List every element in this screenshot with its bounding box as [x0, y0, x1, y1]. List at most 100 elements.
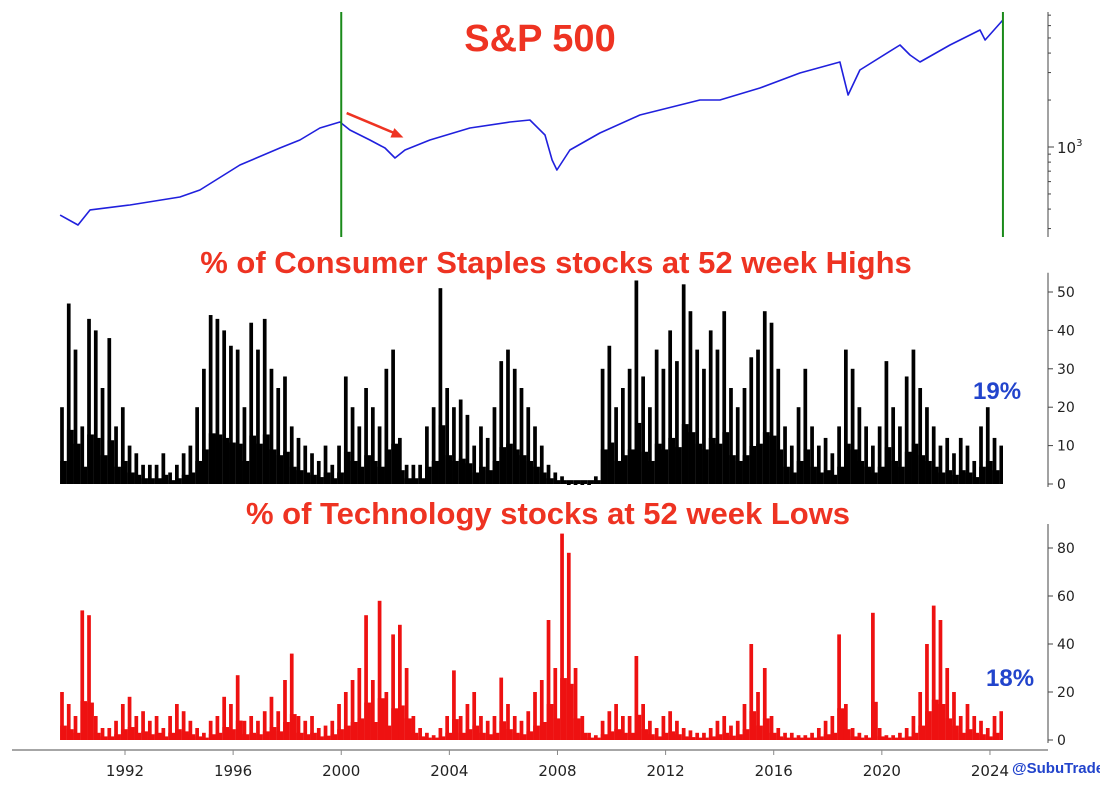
- tech-bar: [229, 704, 233, 740]
- staples-bar-base: [262, 434, 270, 484]
- tech-bar-base: [614, 729, 622, 740]
- staples-bar-base: [512, 449, 520, 484]
- tech-bar-base: [222, 727, 230, 740]
- staples-bar-base: [269, 449, 277, 484]
- staples-bar: [127, 445, 132, 484]
- staples-bar: [168, 472, 172, 484]
- tech-bar: [499, 677, 504, 740]
- tech-bar-base: [147, 734, 155, 740]
- tech-bar-base: [789, 737, 797, 740]
- tech-bar-base: [445, 732, 453, 740]
- tech-bar-base: [675, 734, 682, 740]
- sp500-tick-exponent: 3: [1076, 138, 1082, 149]
- staples-bar-base: [702, 449, 709, 484]
- staples-bar: [296, 437, 301, 484]
- tech-bar-base: [708, 736, 716, 740]
- tech-bar-base: [350, 722, 358, 740]
- tech-bar-base: [756, 725, 763, 740]
- tech-bar: [384, 692, 389, 740]
- tech-bar-base: [830, 732, 838, 740]
- tech-bar: [154, 716, 159, 740]
- staples-bar-base: [249, 435, 257, 484]
- tech-bar: [418, 728, 422, 740]
- tech-bar: [708, 728, 713, 740]
- staples-bar: [566, 484, 571, 485]
- tech-bar-base: [749, 711, 757, 740]
- staples-bar: [181, 453, 186, 484]
- staples-bar: [377, 426, 382, 484]
- tech-bar-base: [546, 704, 554, 740]
- staples-bar: [262, 318, 267, 484]
- tech-bar: [654, 728, 659, 740]
- tech-bar: [364, 615, 368, 740]
- tech-bar: [188, 720, 193, 740]
- staples-bar-base: [73, 443, 81, 484]
- staples-bar: [438, 288, 443, 484]
- tech-bar: [330, 720, 335, 740]
- tech-bar: [337, 704, 341, 740]
- tech-bar: [850, 728, 855, 740]
- tech-bar-base: [154, 732, 162, 740]
- staples-bar: [789, 445, 794, 484]
- staples-bar-base: [918, 455, 926, 484]
- staples-bar: [391, 349, 395, 484]
- staples-bar-base: [796, 460, 804, 484]
- staples-bar: [208, 315, 213, 484]
- staples-bar: [796, 407, 801, 484]
- tech-bar: [830, 716, 835, 740]
- staples-bar-base: [411, 478, 419, 484]
- tech-bar-base: [925, 711, 932, 740]
- tech-bar: [661, 716, 666, 740]
- tech-bar: [762, 668, 767, 740]
- staples-y-tick-label: 0: [1057, 477, 1066, 493]
- staples-bar-base: [445, 455, 453, 484]
- tech-bar: [289, 653, 294, 740]
- tech-bar: [208, 720, 213, 740]
- staples-bar-base: [749, 445, 757, 484]
- staples-bar: [715, 349, 720, 484]
- tech-bar: [100, 728, 105, 740]
- tech-bar: [749, 644, 754, 740]
- staples-bar-base: [364, 455, 371, 484]
- tech-bar: [769, 716, 774, 740]
- staples-bar-base: [600, 449, 608, 484]
- tech-bar: [904, 728, 909, 740]
- staples-bar: [871, 445, 875, 484]
- tech-bar-base: [289, 714, 297, 740]
- staples-bar: [648, 407, 652, 484]
- tech-bar: [871, 612, 875, 740]
- staples-bar-base: [830, 474, 838, 484]
- staples-bar: [654, 349, 659, 484]
- staples-bar: [188, 445, 193, 484]
- staples-bar-base: [93, 437, 101, 484]
- staples-bar: [479, 426, 483, 484]
- tech-bar: [215, 716, 220, 740]
- tech-bar-base: [979, 734, 986, 740]
- tech-bar-base: [499, 721, 507, 740]
- staples-bar: [283, 376, 287, 484]
- staples-bar-base: [87, 434, 94, 484]
- staples-bar: [898, 426, 902, 484]
- staples-bar-base: [80, 466, 88, 484]
- tech-bar-base: [276, 731, 284, 740]
- tech-bar: [370, 680, 375, 740]
- staples-bar-base: [485, 470, 493, 484]
- staples-bar-base: [533, 466, 540, 484]
- staples-bar-base: [587, 480, 594, 484]
- staples-bar-base: [546, 478, 554, 484]
- staples-bar-base: [945, 470, 953, 484]
- tech-bar-base: [783, 737, 790, 740]
- tech-bar-base: [181, 731, 189, 740]
- staples-bar-base: [337, 472, 344, 484]
- tech-bar: [722, 716, 727, 740]
- staples-bar: [249, 322, 254, 484]
- staples-bar: [161, 453, 166, 484]
- staples-bar: [783, 426, 787, 484]
- tech-bar-base: [283, 722, 290, 740]
- tech-bar-base: [634, 714, 642, 740]
- tech-bar-base: [810, 737, 817, 740]
- staples-bar: [661, 368, 666, 484]
- staples-bar: [985, 407, 990, 484]
- x-tick-label: 2004: [430, 762, 468, 780]
